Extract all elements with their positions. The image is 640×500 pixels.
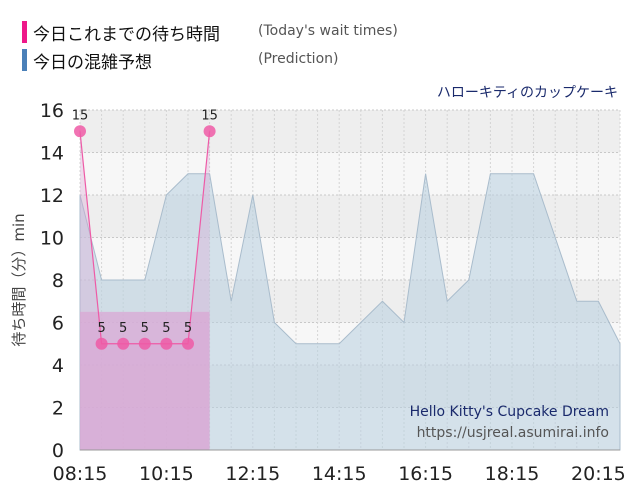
- today-point: [203, 125, 216, 138]
- today-point-label: 5: [184, 321, 192, 336]
- legend-swatch-today: [22, 21, 27, 43]
- y-tick-label: 6: [52, 313, 64, 335]
- y-axis-label: 待ち時間（分）min: [10, 213, 28, 346]
- y-tick-label: 10: [40, 228, 64, 250]
- today-point-label: 5: [119, 321, 127, 336]
- today-point: [182, 337, 194, 350]
- x-tick-label: 20:15: [571, 463, 626, 485]
- today-point: [117, 337, 130, 350]
- today-point-label: 5: [162, 321, 170, 336]
- watermark-title: Hello Kitty's Cupcake Dream: [410, 404, 609, 420]
- legend-label-today: 今日これまでの待ち時間: [33, 24, 220, 45]
- y-tick-label: 0: [52, 440, 64, 462]
- y-tick-label: 4: [52, 355, 64, 377]
- legend-sub-today: (Today's wait times): [258, 23, 398, 39]
- legend-item-today: 今日これまでの待ち時間: [22, 20, 220, 45]
- attraction-name: ハローキティのカップケーキ: [437, 85, 618, 101]
- x-tick-label: 14:15: [312, 463, 367, 485]
- x-tick-label: 08:15: [53, 463, 108, 485]
- today-area: [80, 311, 210, 450]
- today-point-label: 15: [201, 108, 218, 123]
- prediction-area: [79, 173, 621, 451]
- y-tick-label: 16: [40, 100, 64, 122]
- data-labels: 155 5 5 5 515: [72, 108, 218, 336]
- x-axis: 08:15 10:15 12:15 14:15 16:15 18:15 20:15: [53, 449, 626, 485]
- x-tick-label: 16:15: [398, 463, 453, 485]
- y-tick-label: 14: [40, 143, 64, 165]
- today-point: [160, 337, 173, 350]
- y-axis: 0 2 4 6 8 10 12 14 16: [40, 100, 64, 462]
- today-point-label: 5: [141, 321, 149, 336]
- x-tick-label: 18:15: [485, 463, 540, 485]
- today-point: [138, 337, 151, 350]
- today-area-peaks: [80, 131, 210, 450]
- grid-band: [80, 110, 620, 153]
- y-tick-label: 2: [52, 398, 64, 420]
- today-point: [95, 337, 108, 350]
- legend-swatch-prediction: [22, 49, 27, 71]
- legend-sub-prediction: (Prediction): [258, 51, 339, 67]
- legend-label-prediction: 今日の混雑予想: [33, 52, 152, 73]
- series-layer: [74, 125, 621, 451]
- y-tick-label: 12: [40, 185, 64, 207]
- x-tick-label: 12:15: [225, 463, 280, 485]
- today-point: [74, 125, 86, 138]
- y-tick-label: 8: [52, 270, 64, 292]
- x-tick-label: 10:15: [139, 463, 194, 485]
- legend-item-prediction: 今日の混雑予想: [22, 48, 152, 73]
- today-point-label: 15: [72, 108, 89, 123]
- today-point-label: 5: [97, 321, 105, 336]
- watermark-url: https://usjreal.asumirai.info: [417, 425, 609, 441]
